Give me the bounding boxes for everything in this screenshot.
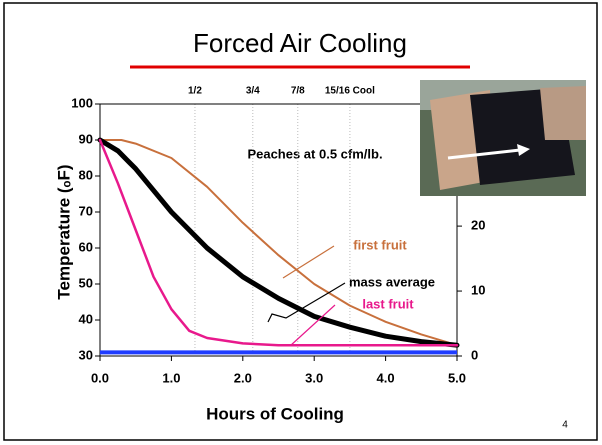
leader-first	[282, 245, 335, 279]
photo	[420, 80, 586, 196]
y-tick-label: 30	[79, 347, 93, 362]
y-tick-label: 90	[79, 131, 93, 146]
page-number: 4	[562, 420, 568, 431]
photo-arrowhead	[517, 144, 530, 156]
y-tick-label: 70	[79, 203, 93, 218]
series-label: mass average	[349, 274, 435, 289]
photo-arrow	[447, 148, 521, 160]
y2-tick-label: 10	[471, 282, 485, 297]
marker-label: 7/8	[291, 86, 305, 97]
series-label: last fruit	[362, 296, 414, 311]
series-label: first fruit	[353, 237, 407, 252]
marker-label: 1/2	[188, 86, 202, 97]
x-tick-label: 3.0	[305, 370, 323, 385]
y2-tick-label: 20	[471, 218, 485, 233]
x-tick-label: 5.0	[448, 370, 466, 385]
marker-label: 3/4	[246, 86, 260, 97]
chart-title: Forced Air Cooling	[193, 28, 407, 58]
leaders	[267, 245, 346, 347]
photo-boxes-back	[540, 86, 586, 140]
annotation: Peaches at 0.5 cfm/lb.	[247, 146, 382, 161]
series-line	[99, 139, 458, 347]
y-tick-label: 40	[79, 311, 93, 326]
x-tick-label: 1.0	[162, 370, 180, 385]
plot: 1/2 3/4 7/8 15/16 Cool 30 40 50 60 70 80 90 100 0 10 2…	[71, 86, 485, 386]
leader-mass	[267, 282, 346, 323]
y2-tick-label: 0	[471, 347, 478, 362]
y-tick-label: 80	[79, 167, 93, 182]
slide-border	[3, 2, 598, 441]
y-axis-label: Temperature (ₒF)	[54, 164, 73, 299]
plot-frame	[99, 103, 458, 357]
x-tick-label: 4.0	[377, 370, 395, 385]
y-tick-label: 100	[71, 95, 93, 110]
series-line	[97, 137, 460, 348]
y-tick-label: 50	[79, 275, 93, 290]
x-axis-label: Hours of Cooling	[206, 404, 344, 423]
y-tick-label: 60	[79, 239, 93, 254]
marker-label: 15/16 Cool	[325, 86, 375, 97]
x-tick-label: 0.0	[91, 370, 109, 385]
leader-last	[289, 304, 336, 347]
series-line	[98, 138, 459, 347]
x-tick-label: 2.0	[234, 370, 252, 385]
